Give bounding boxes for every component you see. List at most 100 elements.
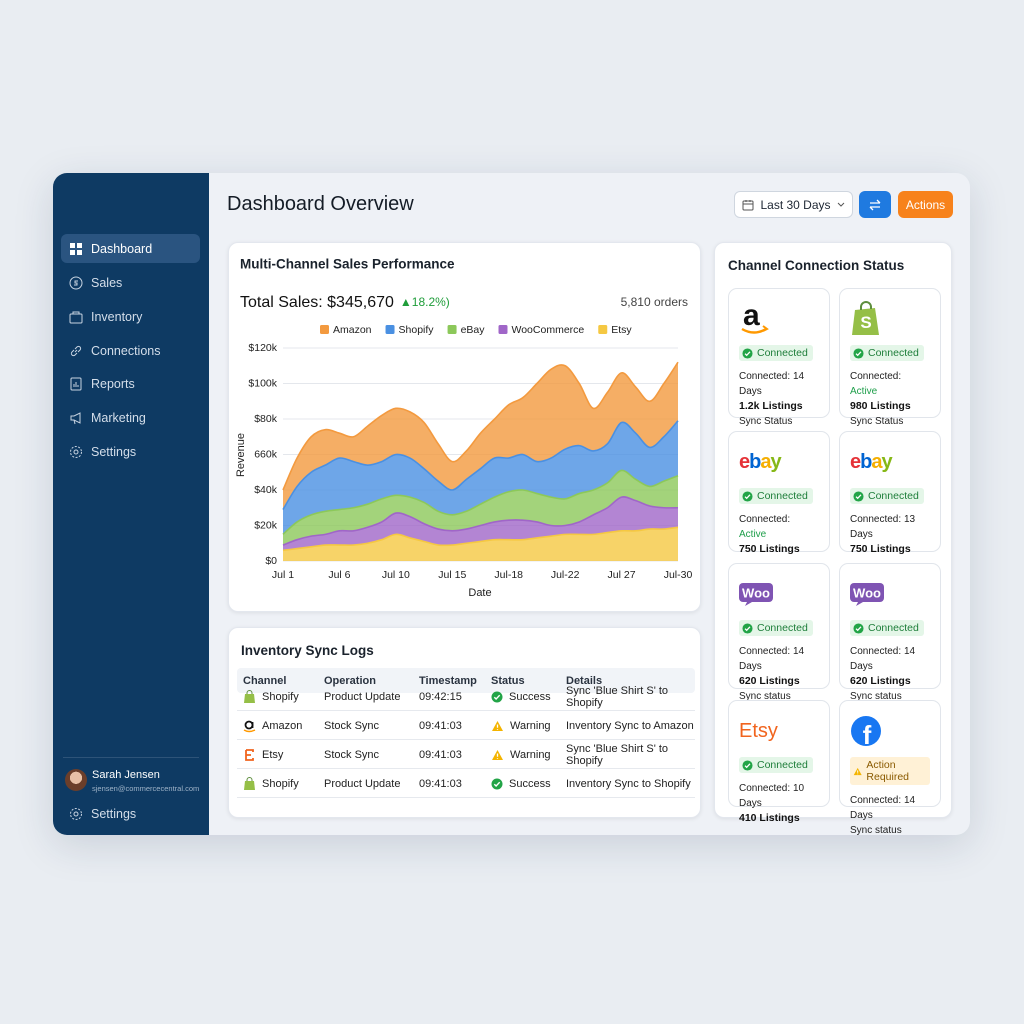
channel-logo: Etsy <box>739 709 819 753</box>
swap-button[interactable] <box>859 191 891 218</box>
area-line <box>282 526 679 552</box>
status-icon <box>492 720 503 731</box>
status-text: Connected <box>757 759 808 771</box>
since-value: 14 Days <box>850 795 916 821</box>
channel-card: Woo Connected Connected: 14 Days 620 Listin… <box>728 563 830 702</box>
nav-item[interactable]: Reports <box>61 369 200 398</box>
table-header: Channel Operation Timestamp Status Detai… <box>237 668 695 693</box>
channel-icon <box>245 748 254 761</box>
connected-since: Connected: Active <box>739 512 819 542</box>
user-name: Sarah Jensen <box>92 769 160 781</box>
table-cell: Warning <box>491 740 551 769</box>
listings: 750 Listings <box>739 543 800 555</box>
table-cell: Success <box>491 682 551 711</box>
logo-text: f <box>863 720 872 747</box>
since-value: 13 Days <box>850 514 916 540</box>
channel-logo: Woo <box>739 572 819 616</box>
actions-button[interactable]: Actions <box>898 191 953 218</box>
area-line <box>282 361 679 491</box>
listings: 410 Listings <box>739 812 800 824</box>
chart: Multi-Channel Sales Performance Total Sa… <box>235 257 693 599</box>
icon <box>69 311 83 323</box>
nav-label: Dashboard <box>91 241 153 256</box>
sync-status: Sync status <box>850 825 902 835</box>
since-label: Connected: <box>739 783 791 794</box>
y-tick-label: $0 <box>265 555 277 567</box>
icon <box>869 199 881 210</box>
x-tick-label: Jul 15 <box>438 569 466 581</box>
cell-text: Sync 'Blue Shirt S' to Shopify <box>566 742 669 767</box>
icon <box>70 377 82 390</box>
table-cell: Stock Sync <box>324 711 379 740</box>
area <box>283 527 678 561</box>
channel-logo: a <box>739 297 819 341</box>
table-cell: Sync 'Blue Shirt S' to Shopify <box>566 740 695 769</box>
sync-status: Sync Status <box>850 416 904 427</box>
x-axis-label: Date <box>468 587 491 599</box>
logo-art: ebay <box>850 451 894 473</box>
nav-label: Marketing <box>91 410 146 425</box>
since-label: Connected: <box>850 514 902 525</box>
legend-swatch <box>498 325 508 334</box>
nav-item[interactable]: Settings <box>61 437 200 466</box>
icon <box>70 345 82 356</box>
since-value: 14 Days <box>850 646 916 672</box>
nav-item[interactable]: Dashboard <box>61 234 200 263</box>
since-label: Connected: <box>739 646 791 657</box>
channel-logo: S <box>850 297 930 341</box>
column-header: Status <box>491 675 525 687</box>
logo-art: S <box>852 301 879 335</box>
sync-log-card: Inventory Sync Logs Channel Operation Ti… <box>228 627 701 818</box>
cell-text: Inventory Sync to Shopify <box>566 777 691 790</box>
status-icon <box>853 622 864 634</box>
table-cell: Sync 'Blue Shirt S' to Shopify <box>566 682 695 711</box>
chart-title: Multi-Channel Sales Performance <box>240 257 455 272</box>
nav-item[interactable]: Connections <box>61 336 200 365</box>
connected-since: Connected: 13 Days <box>850 512 930 542</box>
status-badge: Connected <box>850 488 924 504</box>
change: ▲18.2%) <box>400 295 450 309</box>
area <box>283 496 678 551</box>
divider <box>63 757 199 758</box>
cell-text: 09:42:15 <box>419 690 462 703</box>
status-icon <box>853 490 864 502</box>
cell-text: 09:41:03 <box>419 777 462 790</box>
logo-art: Woo <box>850 583 884 606</box>
logo-text: Etsy <box>739 720 778 742</box>
status-icon <box>491 778 503 789</box>
nav-item[interactable]: Sales <box>61 268 200 297</box>
connected-since: Connected: 14 Days <box>739 644 819 674</box>
nav-item[interactable]: Marketing <box>61 403 200 432</box>
status-icon <box>853 767 862 775</box>
cell-text: Success <box>509 690 551 703</box>
y-tick-label: $80k <box>254 413 278 425</box>
y-tick-label: 660k <box>254 448 278 460</box>
area-line <box>282 469 679 535</box>
column-header: Operation <box>324 675 376 687</box>
status-text: Connected <box>757 622 808 634</box>
nav-label: Reports <box>91 376 135 391</box>
x-tick-label: Jul 1 <box>272 569 294 581</box>
table-cell: 09:41:03 <box>419 769 462 798</box>
cell-text: Shopify <box>262 777 299 790</box>
date-range-button[interactable]: Last 30 Days <box>734 191 853 218</box>
logo-text: ebay <box>739 451 782 473</box>
since-label: Connected: <box>739 371 791 382</box>
legend-label: Etsy <box>611 324 632 336</box>
status-icon <box>742 622 753 634</box>
status-text: Action Required <box>866 759 910 783</box>
table-cell: Inventory Sync to Shopify <box>566 769 691 798</box>
table-cell: Etsy <box>243 740 283 769</box>
cell-text: Stock Sync <box>324 748 380 761</box>
status-text: Connected <box>868 622 919 634</box>
x-tick-label: Jul 6 <box>328 569 350 581</box>
since-value: Active <box>850 386 878 397</box>
cell-text: Stock Sync <box>324 719 380 732</box>
connected-since: Connected: Active <box>850 369 930 399</box>
status-badge: Connected <box>739 488 813 504</box>
chart-card: Multi-Channel Sales Performance Total Sa… <box>228 242 701 612</box>
cell-text: 09:41:03 <box>419 748 462 761</box>
channel-logo: f <box>850 709 930 753</box>
nav-item[interactable]: Settings <box>61 799 200 828</box>
nav-item[interactable]: Inventory <box>61 302 200 331</box>
